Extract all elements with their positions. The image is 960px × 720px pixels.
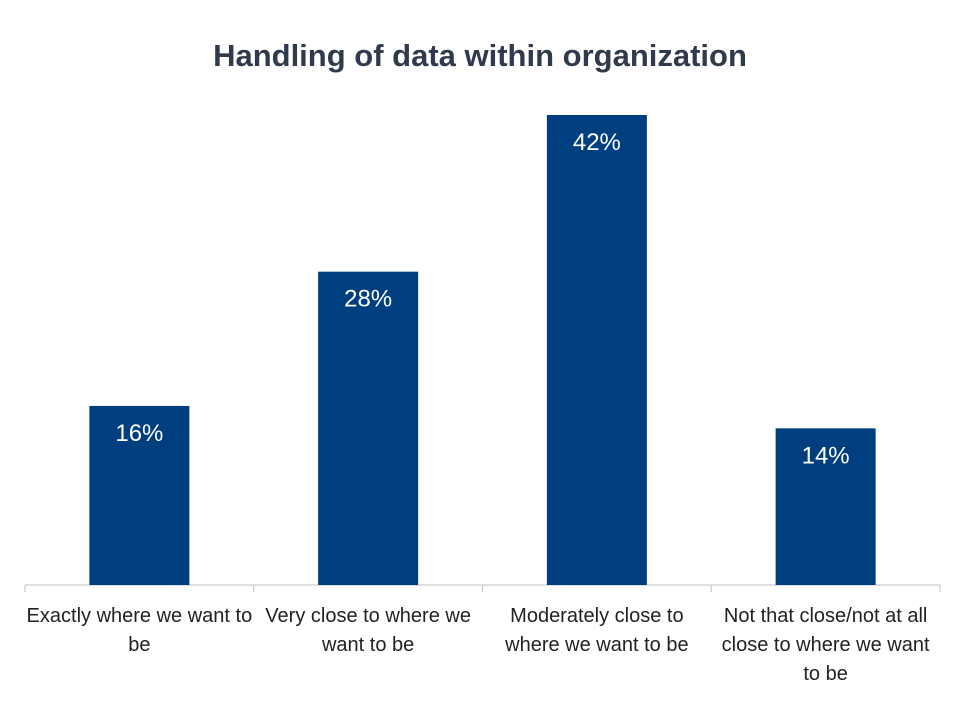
data-label: 28%	[344, 286, 392, 313]
category-label: Very close to where we want to be	[265, 605, 471, 656]
bar	[318, 271, 419, 585]
bar	[546, 115, 647, 585]
data-label: 16%	[115, 420, 163, 447]
data-label: 14%	[802, 442, 850, 469]
category-label: Moderately close to where we want to be	[505, 605, 689, 656]
category-label: Not that close/not at all close to where…	[721, 605, 930, 685]
bar	[89, 405, 190, 585]
data-label: 42%	[573, 129, 621, 156]
bar	[775, 428, 876, 585]
chart-title: Handling of data within organization	[213, 38, 747, 73]
category-label: Exactly where we want to be	[26, 605, 253, 656]
